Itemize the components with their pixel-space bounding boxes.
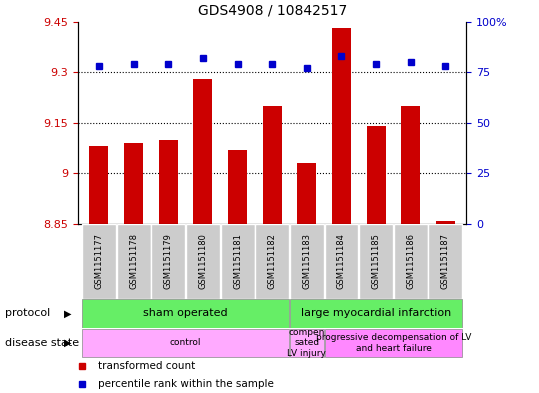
Text: ▶: ▶ — [64, 338, 71, 348]
Bar — [158, 140, 178, 224]
Text: large myocardial infarction: large myocardial infarction — [301, 309, 451, 318]
Text: ▶: ▶ — [64, 309, 71, 318]
Text: GSM1151179: GSM1151179 — [164, 233, 172, 289]
Text: GSM1151185: GSM1151185 — [372, 233, 381, 289]
Bar — [436, 220, 455, 224]
Bar — [89, 147, 108, 224]
Text: GSM1151187: GSM1151187 — [441, 233, 450, 289]
Text: compen
sated
LV injury: compen sated LV injury — [287, 328, 326, 358]
Text: GSM1151178: GSM1151178 — [129, 233, 138, 289]
Text: control: control — [170, 338, 202, 347]
Bar — [290, 329, 324, 357]
Bar — [401, 106, 420, 224]
Bar — [359, 224, 393, 299]
Title: GDS4908 / 10842517: GDS4908 / 10842517 — [198, 4, 347, 18]
Bar — [116, 224, 150, 299]
Text: percentile rank within the sample: percentile rank within the sample — [98, 379, 273, 389]
Bar — [228, 150, 247, 224]
Bar — [186, 224, 220, 299]
Bar — [194, 79, 212, 224]
Bar — [255, 224, 289, 299]
Text: GSM1151183: GSM1151183 — [302, 233, 312, 289]
Text: transformed count: transformed count — [98, 362, 195, 371]
Text: disease state: disease state — [5, 338, 80, 348]
Text: GSM1151186: GSM1151186 — [406, 233, 415, 289]
Bar — [367, 126, 386, 224]
Text: sham operated: sham operated — [143, 309, 228, 318]
Bar — [82, 299, 289, 328]
Text: GSM1151177: GSM1151177 — [94, 233, 103, 289]
Text: GSM1151181: GSM1151181 — [233, 233, 242, 289]
Text: progressive decompensation of LV
and heart failure: progressive decompensation of LV and hea… — [316, 333, 471, 353]
Bar — [290, 299, 462, 328]
Bar — [324, 224, 358, 299]
Bar — [220, 224, 254, 299]
Bar — [290, 224, 324, 299]
Bar — [262, 106, 282, 224]
Bar — [151, 224, 185, 299]
Bar — [124, 143, 143, 224]
Bar — [394, 224, 428, 299]
Bar — [82, 329, 289, 357]
Text: GSM1151180: GSM1151180 — [198, 233, 208, 289]
Text: protocol: protocol — [5, 309, 51, 318]
Text: GSM1151184: GSM1151184 — [337, 233, 346, 289]
Text: GSM1151182: GSM1151182 — [268, 233, 277, 289]
Bar — [332, 28, 351, 224]
Bar — [298, 163, 316, 224]
Bar — [324, 329, 462, 357]
Bar — [82, 224, 116, 299]
Bar — [429, 224, 462, 299]
